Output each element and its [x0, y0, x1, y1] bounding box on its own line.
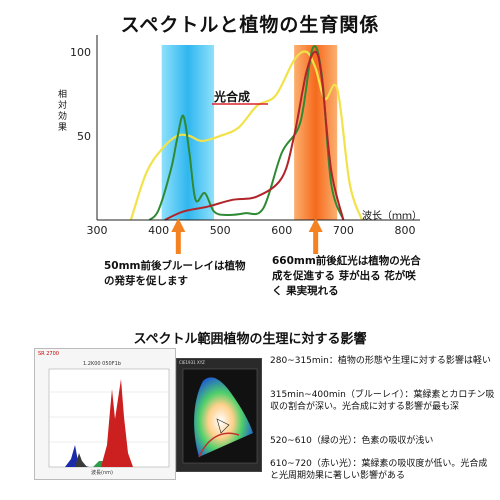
x-tick-300: 300 — [87, 224, 108, 237]
chlorophyll-green-line — [148, 45, 345, 221]
red-band — [294, 45, 338, 220]
x-tick-500: 500 — [210, 224, 231, 237]
blue-arrow — [171, 218, 186, 254]
red-peak — [101, 379, 133, 467]
description-green: 520~610（緑の光）：色素の吸収が浅い — [270, 436, 434, 446]
y-axis-label: 相対効果 — [58, 90, 68, 133]
x-tick-800: 800 — [395, 224, 416, 237]
chart-title: スペクトルと植物の生育関係 — [120, 14, 380, 36]
blue-arrow-shaft — [175, 230, 181, 254]
y-tick-50: 50 — [77, 130, 91, 143]
cie-gamut — [194, 377, 253, 457]
red-arrow — [308, 218, 323, 254]
section-subtitle: スペクトル範囲植物の生理に対する影響 — [133, 332, 367, 347]
spectrometer-screenshot: SR 2700 1.2K00 050F1b 波長(nm) — [34, 348, 176, 480]
chlorophyll-red-line — [164, 50, 345, 221]
blue-arrow-head — [171, 218, 186, 232]
y-tick-100: 100 — [70, 46, 91, 59]
red-arrow-shaft — [313, 230, 319, 254]
description-blue: 315min~400min（ブルーレイ）：葉緑素とカロチン吸収の割合が深い。光合… — [270, 390, 495, 412]
spectrum-x-caption: 波長(nm) — [91, 470, 113, 476]
x-tick-600: 600 — [271, 224, 292, 237]
blue-peak — [65, 445, 89, 467]
x-tick-700: 700 — [333, 224, 354, 237]
spectrum-plot — [48, 368, 170, 468]
x-axis-label: 波长（ｍｍ） — [362, 211, 422, 222]
photosynthesis-label: 光合成 — [214, 90, 251, 104]
spectrum-header: SR 2700 — [38, 351, 59, 357]
spectrum-chart: 300 400 500 600 700 800 50 100 — [70, 35, 420, 254]
cie-plot — [182, 368, 258, 464]
red-arrow-head — [308, 218, 323, 232]
photosynthesis-line — [129, 50, 363, 221]
spectrum-caption: 1.2K00 050F1b — [83, 361, 121, 367]
cie-diagram-screenshot: CIE1931 XYZ — [176, 358, 262, 472]
red-light-note: 660mm前後紅光は植物の光合成を促進する 芽が出る 花が咲く 果実現れる — [272, 255, 421, 297]
x-tick-400: 400 — [148, 224, 169, 237]
description-uv: 280~315min：植物の形態や生理に対する影響は軽い — [270, 356, 491, 366]
blue-light-note: 50mm前後ブルーレイは植物の発芽を促します — [104, 260, 246, 287]
blue-band — [161, 45, 215, 220]
description-red: 610~720（赤い光）：葉緑素の吸収度が低い。光合成と光周期効果に著しい影響が… — [270, 459, 488, 481]
cie-header: CIE1931 XYZ — [179, 360, 205, 365]
